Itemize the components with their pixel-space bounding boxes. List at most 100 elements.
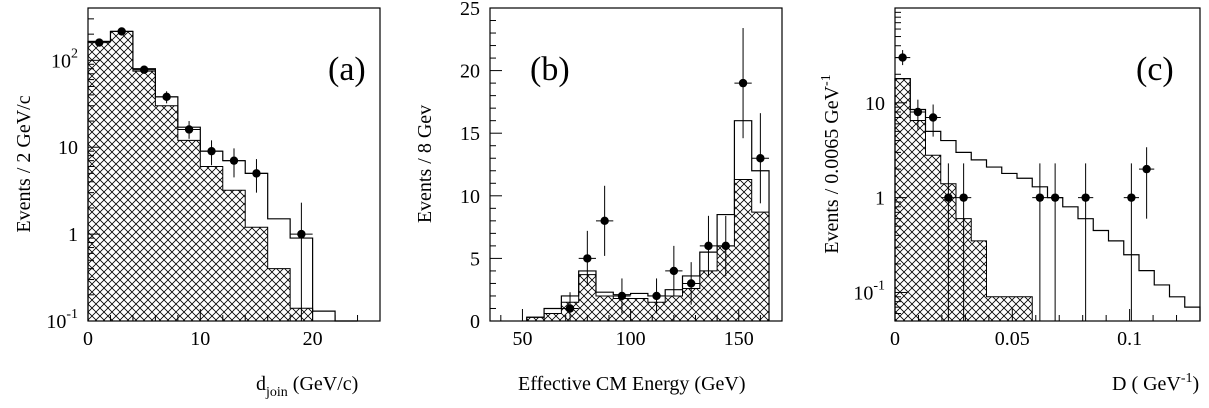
plot-frame xyxy=(489,7,783,322)
y-tick-label: 1 xyxy=(875,188,885,210)
data-point xyxy=(751,113,770,204)
data-point xyxy=(1047,163,1063,321)
hatched-bin xyxy=(222,190,246,321)
hatched-bin xyxy=(751,212,770,321)
y-tick-label: 10-1 xyxy=(853,278,885,304)
y-axis-label-sup: -1 xyxy=(819,74,834,86)
hatched-bin xyxy=(717,245,735,321)
y-tick-exponent: -1 xyxy=(873,278,885,293)
plot-frame xyxy=(87,7,381,322)
data-marker xyxy=(565,304,575,313)
data-marker xyxy=(1142,164,1151,174)
data-marker xyxy=(207,146,216,156)
hatched-bin xyxy=(267,268,291,321)
data-marker xyxy=(928,113,938,122)
hatched-bin xyxy=(1017,296,1033,321)
data-marker xyxy=(95,38,104,47)
data-point xyxy=(595,185,614,256)
hatched-bin xyxy=(88,41,111,321)
hatched-bin xyxy=(910,120,926,322)
y-tick-base: 10 xyxy=(51,50,71,72)
y-tick-label: 102 xyxy=(51,46,78,72)
y-tick-label: 25 xyxy=(460,0,480,20)
data-point xyxy=(940,163,956,321)
data-marker xyxy=(252,169,261,178)
x-axis-label: D ( GeV-1) xyxy=(1112,371,1199,395)
data-point xyxy=(200,140,223,166)
x-axis-label-rest: ) xyxy=(1193,373,1200,395)
x-axis-label-sup: -1 xyxy=(1181,371,1193,386)
y-tick-label: 10 xyxy=(58,137,78,159)
y-tick-exponent: -1 xyxy=(66,307,78,322)
x-axis-label-main: d xyxy=(256,373,266,395)
data-point xyxy=(734,28,752,139)
x-axis-label: Effective CM Energy (GeV) xyxy=(518,373,746,395)
data-marker xyxy=(944,193,953,202)
data-point xyxy=(561,292,579,321)
plot-frame xyxy=(894,7,1201,322)
data-marker xyxy=(229,156,239,165)
x-tick-label: 0 xyxy=(890,328,900,350)
data-point xyxy=(717,215,735,276)
y-tick-label: 1 xyxy=(68,224,78,246)
y-axis-label: Events / 0.0065 GeV-1 xyxy=(819,74,843,253)
data-marker xyxy=(704,241,713,251)
data-point xyxy=(1123,163,1139,321)
hatched-bin xyxy=(526,317,545,321)
data-point xyxy=(910,99,926,130)
y-tick-label: 0 xyxy=(470,311,480,333)
y-tick-base: 10 xyxy=(853,282,873,304)
y-tick-label: 20 xyxy=(460,61,480,83)
y-tick-base: 10 xyxy=(46,311,66,333)
y-axis-label: Events / 8 Gev xyxy=(414,105,436,223)
panel-label: (a) xyxy=(328,51,366,88)
x-tick-label: 10 xyxy=(190,328,210,350)
x-axis-label: djoin (GeV/c) xyxy=(256,373,358,400)
data-marker xyxy=(686,279,696,288)
x-axis-label-sub: join xyxy=(265,385,288,400)
hatched-bin xyxy=(132,71,156,321)
panel-label: (c) xyxy=(1136,51,1174,88)
data-marker xyxy=(297,229,306,239)
hatched-bin xyxy=(925,155,941,321)
hatched-bin xyxy=(699,270,718,321)
data-marker xyxy=(959,193,968,202)
data-point xyxy=(222,148,246,178)
data-point xyxy=(155,91,178,104)
hatched-bin xyxy=(734,179,752,321)
hatched-bin xyxy=(895,78,911,322)
data-marker xyxy=(913,107,923,117)
x-axis-label-rest: (GeV/c) xyxy=(288,373,359,395)
y-axis-label-main: Events / 0.0065 GeV xyxy=(821,85,843,253)
x-tick-label: 0.05 xyxy=(995,328,1030,350)
data-marker xyxy=(652,291,661,301)
x-tick-label: 0.1 xyxy=(1117,328,1142,350)
data-point xyxy=(110,27,133,36)
hatched-bin xyxy=(630,298,648,321)
hatched-bin xyxy=(665,295,683,321)
x-tick-label: 150 xyxy=(724,328,754,350)
hatched-bin xyxy=(245,227,268,321)
data-point xyxy=(925,104,941,137)
hatched-bin xyxy=(544,313,562,321)
x-axis-label-main: Effective CM Energy (GeV) xyxy=(518,373,746,395)
panel-b: 50 100 150 0 5 10 15 20 25 (b) Events / 8 Gev Ef… xyxy=(414,0,783,395)
x-tick-label: 50 xyxy=(512,328,532,350)
hatched-bin xyxy=(971,240,987,321)
hatched-bin xyxy=(595,295,614,321)
data-marker xyxy=(583,254,592,263)
hatched-bin xyxy=(578,274,596,321)
y-axis-label: Events / 2 GeV/c xyxy=(13,95,35,232)
data-point xyxy=(647,278,666,314)
hatched-bin xyxy=(200,166,223,321)
data-point xyxy=(245,159,268,193)
data-marker xyxy=(756,154,765,163)
x-axis-label-main: D ( GeV xyxy=(1112,373,1181,395)
hatched-bin xyxy=(110,31,133,322)
x-tick-label: 100 xyxy=(616,328,646,350)
data-marker xyxy=(1081,193,1090,202)
data-point xyxy=(1078,163,1094,321)
